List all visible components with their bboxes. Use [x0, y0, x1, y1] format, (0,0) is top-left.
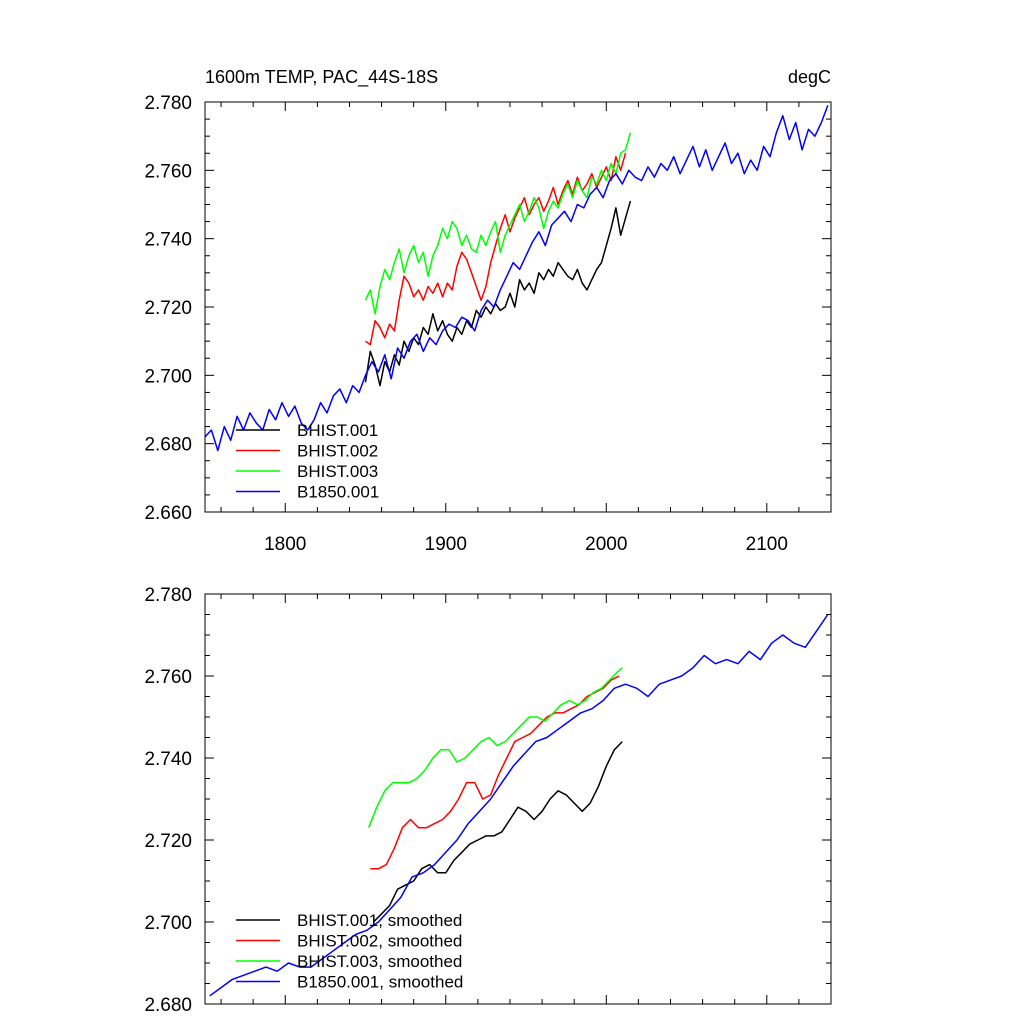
units-label: degC: [788, 67, 831, 87]
legend-label: BHIST.002: [297, 442, 378, 461]
series-line-1: [372, 741, 623, 923]
legend-label: BHIST.003: [297, 462, 378, 481]
series-line-4: [205, 105, 829, 452]
legend: BHIST.001, smoothed BHIST.002, smoothedBH…: [236, 911, 463, 992]
series-line-4: [209, 614, 829, 997]
x-tick-label: 1900: [425, 534, 467, 555]
legend-label: BHIST.003, smoothed: [297, 952, 462, 971]
series-line-2: [370, 675, 620, 870]
panel-1: 2.660 2.680 2.700 2.720 2.740 2.760 2.780 1800 1…: [144, 67, 832, 555]
series-line-2: [365, 152, 627, 346]
y-tick-label: 2.760: [144, 667, 192, 688]
y-tick-label: 2.780: [144, 585, 192, 606]
y-tick-label: 2.720: [144, 831, 192, 852]
y-tick-label: 2.680: [144, 995, 192, 1016]
series-line-1: [364, 200, 632, 387]
y-tick-label: 2.780: [144, 93, 192, 114]
y-tick-label: 2.660: [144, 503, 192, 524]
y-tick-label: 2.700: [144, 366, 192, 387]
x-tick-label: 2100: [746, 534, 788, 555]
series-group: [205, 105, 829, 452]
y-tick-label: 2.740: [144, 230, 192, 251]
legend-label: BHIST.001: [297, 421, 378, 440]
panel-2: 2.680 2.700 2.720 2.740 2.760 2.780 BHIST.001,…: [144, 585, 832, 1016]
series-group: [209, 614, 829, 997]
legend-label: BHIST.002, smoothed: [297, 932, 462, 951]
x-tick-label: 2000: [585, 534, 627, 555]
y-tick-label: 2.760: [144, 161, 192, 182]
series-line-3: [368, 667, 623, 828]
x-tick-label: 1800: [264, 534, 306, 555]
y-tick-label: 2.680: [144, 435, 192, 456]
series-line-3: [364, 132, 632, 315]
legend-label: B1850.001, smoothed: [297, 973, 463, 992]
legend-label: B1850.001: [297, 483, 379, 502]
y-tick-label: 2.740: [144, 749, 192, 770]
y-tick-label: 2.700: [144, 913, 192, 934]
legend-label: BHIST.001, smoothed: [297, 911, 462, 930]
chart-title: 1600m TEMP, PAC_44S-18S: [205, 67, 438, 88]
y-tick-label: 2.720: [144, 298, 192, 319]
